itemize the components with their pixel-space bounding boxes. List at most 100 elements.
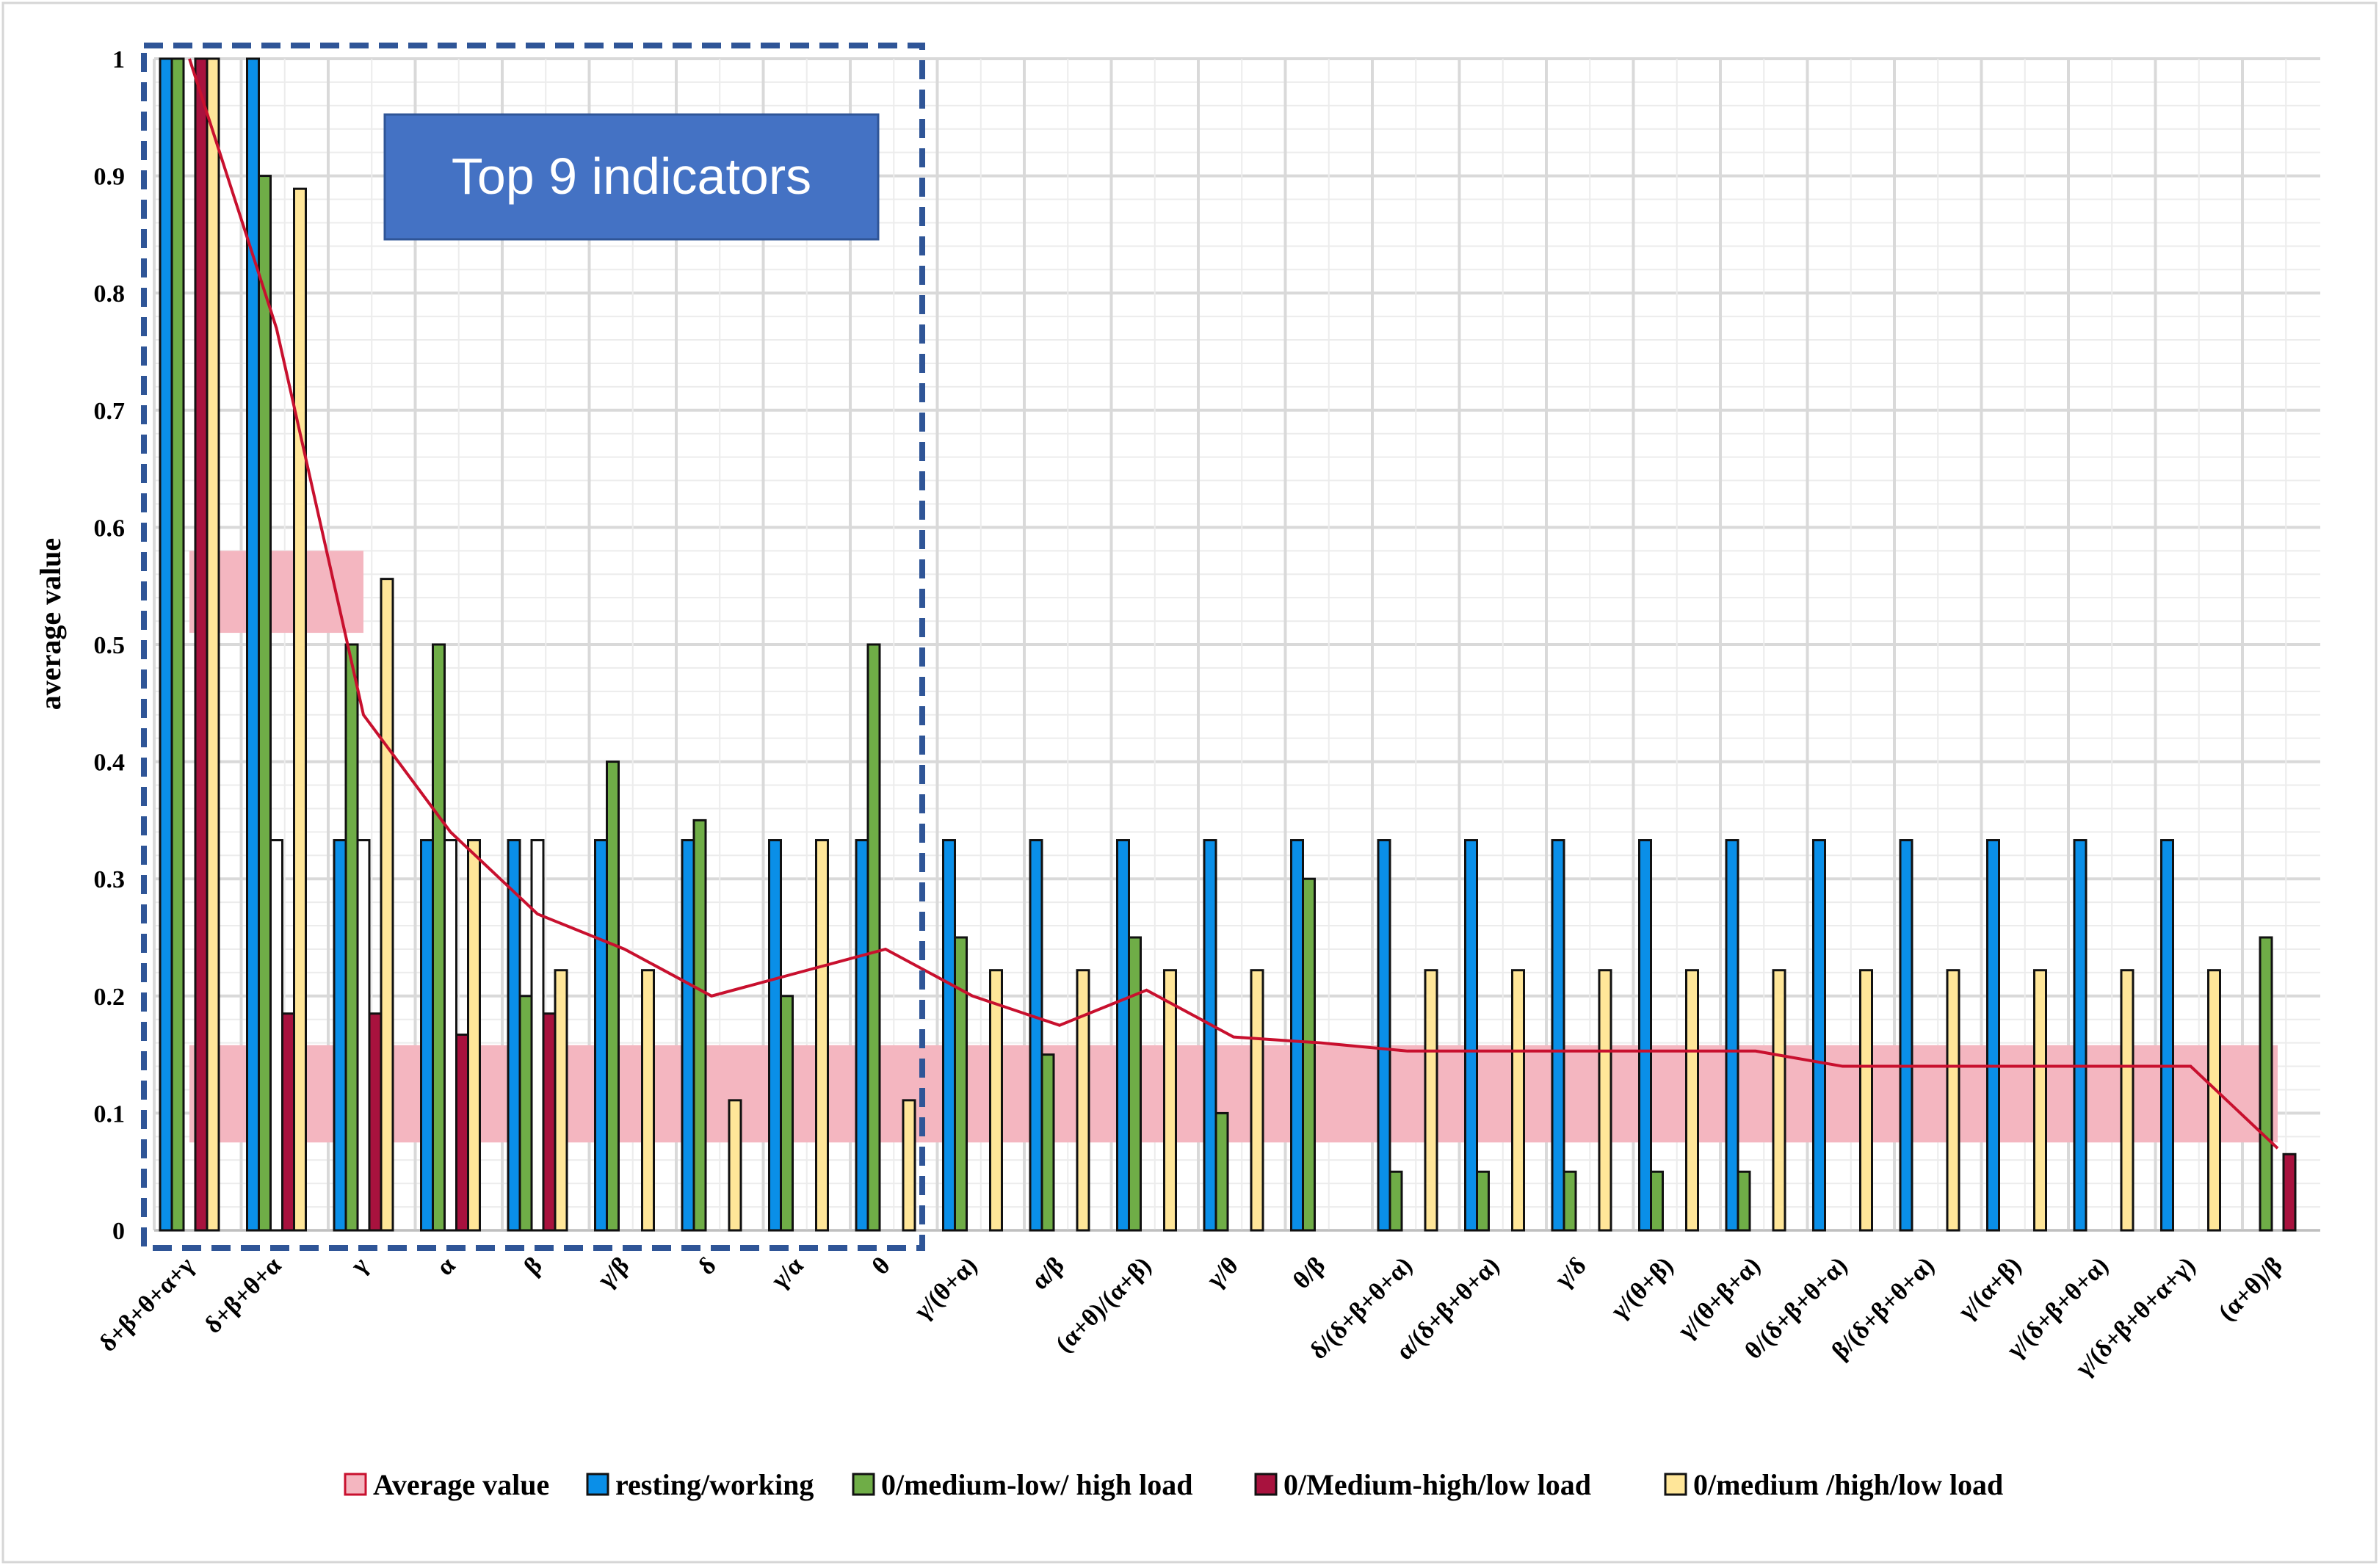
bar-medium-low-high-load (954, 936, 968, 1232)
bar-medium-low-high-load (170, 57, 185, 1232)
bar-medium-high-low-load-alt (1685, 969, 1699, 1232)
average-line-layer (188, 58, 2279, 1150)
bar-medium-high-low-load-alt (206, 57, 220, 1232)
bar-resting-working (1464, 839, 1478, 1232)
average-band-1 (189, 1045, 2278, 1143)
bar-medium-high-low-load-alt (2120, 969, 2134, 1232)
bar-resting-working (942, 839, 956, 1232)
bar-medium-high-low-load-alt (2033, 969, 2047, 1232)
legend-swatch (1254, 1473, 1278, 1496)
legend-label: Average value (373, 1468, 549, 1501)
bar-resting-working (768, 839, 782, 1232)
bar-hidden (269, 839, 283, 1232)
legend-swatch (586, 1473, 609, 1496)
bar-medium-low-high-load (1302, 877, 1316, 1232)
bar-medium-high-low-load-alt (815, 839, 829, 1232)
bar-medium-low-high-load (344, 643, 359, 1232)
bar-medium-low-high-load (780, 995, 794, 1232)
bar-medium-low-high-load (1650, 1170, 1664, 1232)
bar-resting-working (1725, 839, 1739, 1232)
bar-resting-working (1029, 839, 1043, 1232)
bar-medium-high-low-load-alt (1598, 969, 1612, 1232)
average-line (188, 58, 2279, 1150)
bar-medium-high-low-load-alt (1772, 969, 1786, 1232)
y-tick-label: 1 (112, 46, 125, 73)
bar-medium-low-high-load (866, 643, 881, 1232)
bar-resting-working (2073, 839, 2087, 1232)
bar-resting-working (681, 839, 695, 1232)
bar-hidden (530, 839, 545, 1232)
bar-medium-high-low-load-alt (554, 969, 568, 1232)
bar-medium-high-low-load-alt (380, 578, 394, 1232)
bar-resting-working (855, 839, 869, 1232)
bar-resting-working (333, 839, 347, 1232)
bar-medium-low-high-load (432, 643, 446, 1232)
bar-medium-high-low-load (194, 57, 209, 1232)
bar-resting-working (420, 839, 434, 1232)
bar-resting-working (246, 57, 260, 1232)
bars (159, 57, 2297, 1232)
bar-resting-working (1551, 839, 1565, 1232)
bar-resting-working (1986, 839, 2000, 1232)
y-tick-label: 0.8 (94, 280, 126, 308)
y-tick-label: 0.7 (94, 398, 126, 425)
callout-label: Top 9 indicators (452, 148, 811, 205)
bar-medium-high-low-load-alt (728, 1099, 742, 1232)
bar-medium-high-low-load (2282, 1153, 2297, 1232)
bar-medium-high-low-load (455, 1033, 469, 1232)
bar-medium-high-low-load-alt (989, 969, 1003, 1232)
bar-medium-low-high-load (1214, 1111, 1229, 1232)
bar-medium-high-low-load-alt (467, 839, 481, 1232)
bar-medium-low-high-load (1388, 1170, 1403, 1232)
bar-medium-low-high-load (1737, 1170, 1751, 1232)
bar-medium-high-low-load-alt (1250, 969, 1264, 1232)
bar-medium-high-low-load-alt (641, 969, 655, 1232)
bar-resting-working (1116, 839, 1130, 1232)
y-tick-labels: 0 0.1 0.2 0.3 0.4 0.5 0.6 0.7 0.8 0.9 1 (94, 46, 126, 1245)
y-tick-label: 0.4 (94, 749, 126, 777)
legend-label: 0/medium-low/ high load (881, 1468, 1193, 1501)
legend: Average value resting/working 0/medium-low… (344, 1468, 2003, 1501)
bar-medium-high-low-load-alt (1859, 969, 1873, 1232)
y-tick-label: 0.1 (94, 1100, 126, 1128)
bar-medium-high-low-load-alt (1076, 969, 1090, 1232)
y-tick-label: 0.6 (94, 515, 126, 542)
bar-medium-high-low-load-alt (293, 187, 307, 1232)
y-axis-label: average value (34, 538, 67, 710)
bar-medium-low-high-load (1128, 936, 1142, 1232)
bar-medium-high-low-load (368, 1012, 383, 1232)
bar-resting-working (507, 839, 521, 1232)
bar-resting-working (1377, 839, 1391, 1232)
bar-resting-working (594, 839, 608, 1232)
bar-medium-high-low-load-alt (2207, 969, 2221, 1232)
bar-medium-low-high-load (692, 819, 707, 1232)
y-tick-label: 0.2 (94, 984, 126, 1011)
bar-medium-low-high-load (1563, 1170, 1577, 1232)
legend-label: resting/working (615, 1468, 814, 1501)
callout-box (383, 113, 880, 241)
bar-resting-working (1899, 839, 1913, 1232)
bar-resting-working (1203, 839, 1217, 1232)
y-tick-label: 0 (112, 1218, 125, 1245)
legend-swatch (344, 1473, 367, 1496)
bar-medium-high-low-load-alt (902, 1099, 916, 1232)
bar-medium-low-high-load (1476, 1170, 1490, 1232)
bar-medium-low-high-load (518, 995, 533, 1232)
bar-medium-low-high-load (258, 175, 272, 1232)
bar-medium-low-high-load (1040, 1053, 1055, 1232)
bar-resting-working (1812, 839, 1826, 1232)
bar-medium-low-high-load (2259, 936, 2273, 1232)
legend-label: 0/Medium-high/low load (1283, 1468, 1591, 1501)
bar-hidden (356, 839, 371, 1232)
top-indicators-region (141, 43, 925, 1251)
legend-swatch (1664, 1473, 1687, 1496)
legend-swatch (852, 1473, 875, 1496)
bar-medium-high-low-load-alt (1163, 969, 1177, 1232)
bar-resting-working (1290, 839, 1304, 1232)
bar-resting-working (159, 57, 173, 1232)
bar-resting-working (1638, 839, 1652, 1232)
bar-medium-high-low-load-alt (1424, 969, 1438, 1232)
bar-hidden (443, 839, 457, 1232)
bar-medium-high-low-load-alt (1946, 969, 1960, 1232)
y-tick-label: 0.5 (94, 632, 126, 659)
